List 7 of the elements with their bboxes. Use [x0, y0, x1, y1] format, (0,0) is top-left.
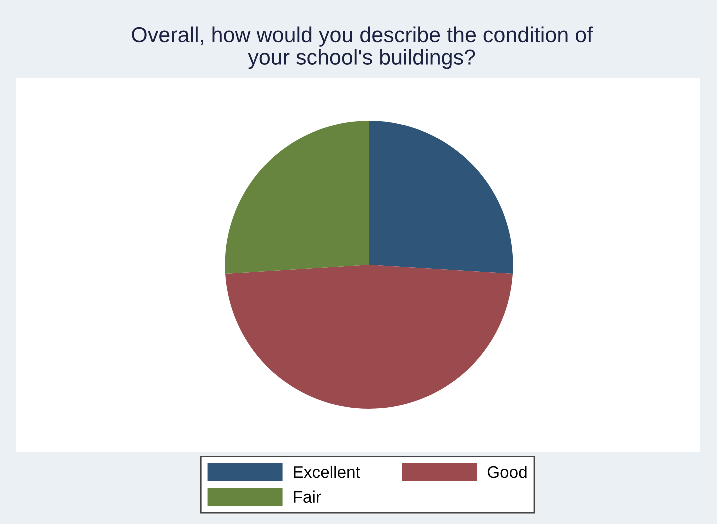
pie-slice — [226, 265, 513, 409]
legend-label: Excellent — [294, 466, 360, 478]
chart-title: Overall, how would you describe the condition of your school's buildings? — [132, 26, 594, 70]
pie-slice — [369, 121, 514, 274]
pie-slice — [225, 121, 370, 274]
legend-label: Good — [488, 466, 527, 478]
legend-label: Fair — [294, 490, 322, 504]
